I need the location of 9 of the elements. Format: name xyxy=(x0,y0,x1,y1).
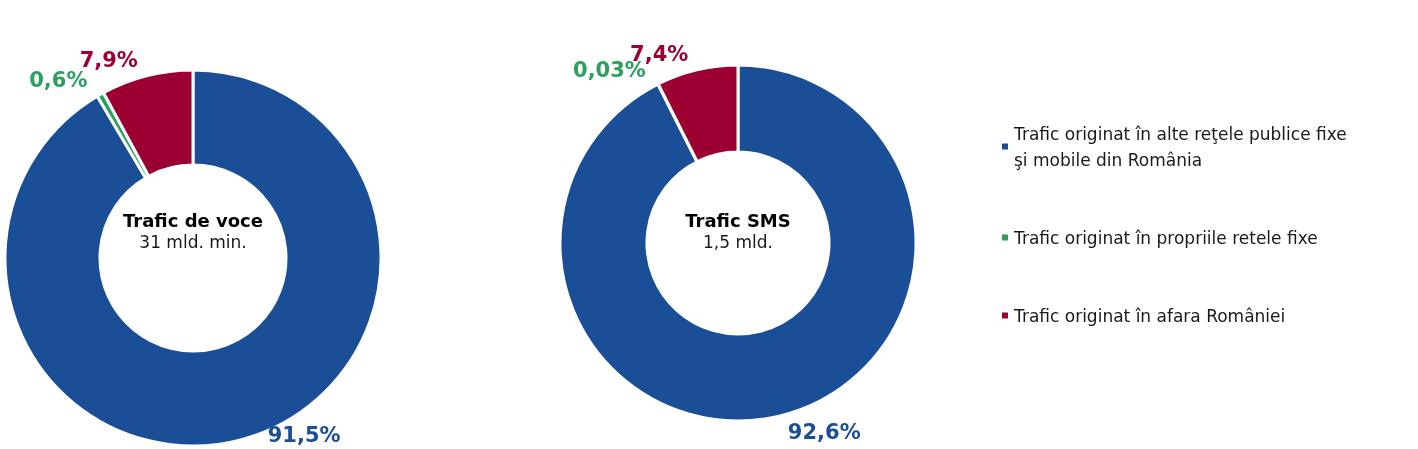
text: 1,5 mld. xyxy=(703,231,773,252)
legend-label: Trafic originat în alte reţele publice fixe şi mobile din România xyxy=(1013,123,1353,170)
legend-label: Trafic originat în afara României xyxy=(1013,305,1286,326)
data-label: 92,6% xyxy=(787,419,861,444)
data-label: 91,5% xyxy=(267,422,341,447)
text: Trafic SMS xyxy=(685,209,791,231)
legend-label: Trafic originat în propriile retele fixe xyxy=(1013,227,1318,248)
text: Trafic de voce xyxy=(123,209,263,231)
text: 31 mld. min. xyxy=(139,231,247,252)
